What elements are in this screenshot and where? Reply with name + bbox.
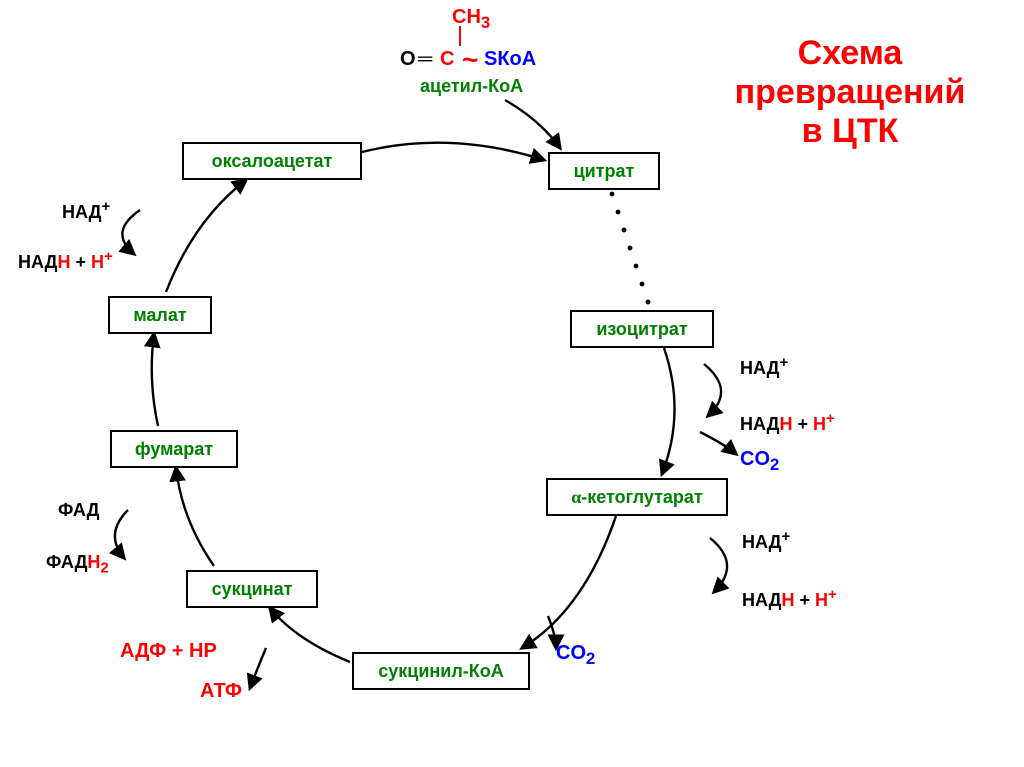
acetyl-fragment: CH3 [452,6,490,33]
arrow-side-iso [704,364,721,416]
node-succinate: сукцинат [186,570,318,608]
arrow-side-akg [710,538,727,592]
label-adp: АДФ + НР [120,640,217,663]
arrow-iso-akg [662,348,675,474]
acetyl-fragment: O [400,48,416,71]
arrow-side-atp [250,648,266,688]
acetyl-fragment: C [440,48,454,71]
krebs-cycle-diagram: Схемапревращенийв ЦТК CH3 O═ C ~ SКоА ацетил-… [0,0,1024,767]
node-citrate: цитрат [548,152,660,190]
label-nadh3: НАДН + Н+ [18,248,113,273]
acetyl-fragment: ~ [462,44,478,76]
arrow-succoa-succ [270,608,350,662]
acetyl-fragment: ацетил-КоА [420,76,523,97]
arrow-succ-fum [176,468,214,566]
arrow-side-fad [115,510,128,558]
label-atp: АТФ [200,680,242,703]
label-co2a: CO2 [740,448,779,475]
node-oxaloacetate: оксалоацетат [182,142,362,180]
arrow-akg-succoa [522,516,616,648]
arrow-mal-oaa [166,180,246,292]
label-fadh2: ФАДН2 [46,552,109,577]
node-succinylcoa: сукцинил-КоА [352,652,530,690]
label-nad1: НАД+ [740,354,788,379]
node-aketoglutarate: α-кетоглутарат [546,478,728,516]
acetyl-fragment: SКоА [484,48,536,71]
arrow-acetyl-in [505,100,560,148]
label-fad: ФАД [58,500,99,521]
label-nad3: НАД+ [62,198,110,223]
node-malate: малат [108,296,212,334]
arrow-oaa-citrate [362,143,544,160]
label-nadh2: НАДН + Н+ [742,586,837,611]
arrow-side-nad3 [122,210,140,254]
node-fumarate: фумарат [110,430,238,468]
node-isocitrate: изоцитрат [570,310,714,348]
diagram-title: Схемапревращенийв ЦТК [700,34,1000,151]
arrow-fum-mal [152,334,158,426]
label-nad2: НАД+ [742,528,790,553]
arrow-side-co2a [700,432,736,454]
acetyl-fragment: ═ [418,48,432,71]
label-nadh1: НАДН + Н+ [740,410,835,435]
arrow-side-co2b [548,616,556,648]
label-co2b: CO2 [556,642,595,669]
